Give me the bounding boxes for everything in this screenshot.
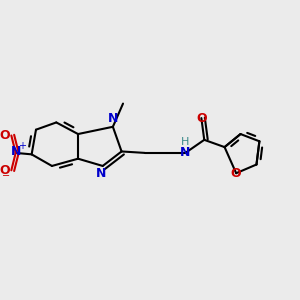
Text: N: N: [108, 112, 118, 125]
Text: −: −: [2, 170, 10, 181]
Text: H: H: [181, 137, 190, 147]
Text: N: N: [11, 145, 21, 158]
Text: O: O: [196, 112, 207, 124]
Text: O: O: [231, 167, 242, 180]
Text: N: N: [96, 167, 106, 180]
Text: +: +: [18, 141, 26, 151]
Text: N: N: [180, 146, 190, 159]
Text: O: O: [0, 129, 10, 142]
Text: O: O: [0, 164, 10, 177]
